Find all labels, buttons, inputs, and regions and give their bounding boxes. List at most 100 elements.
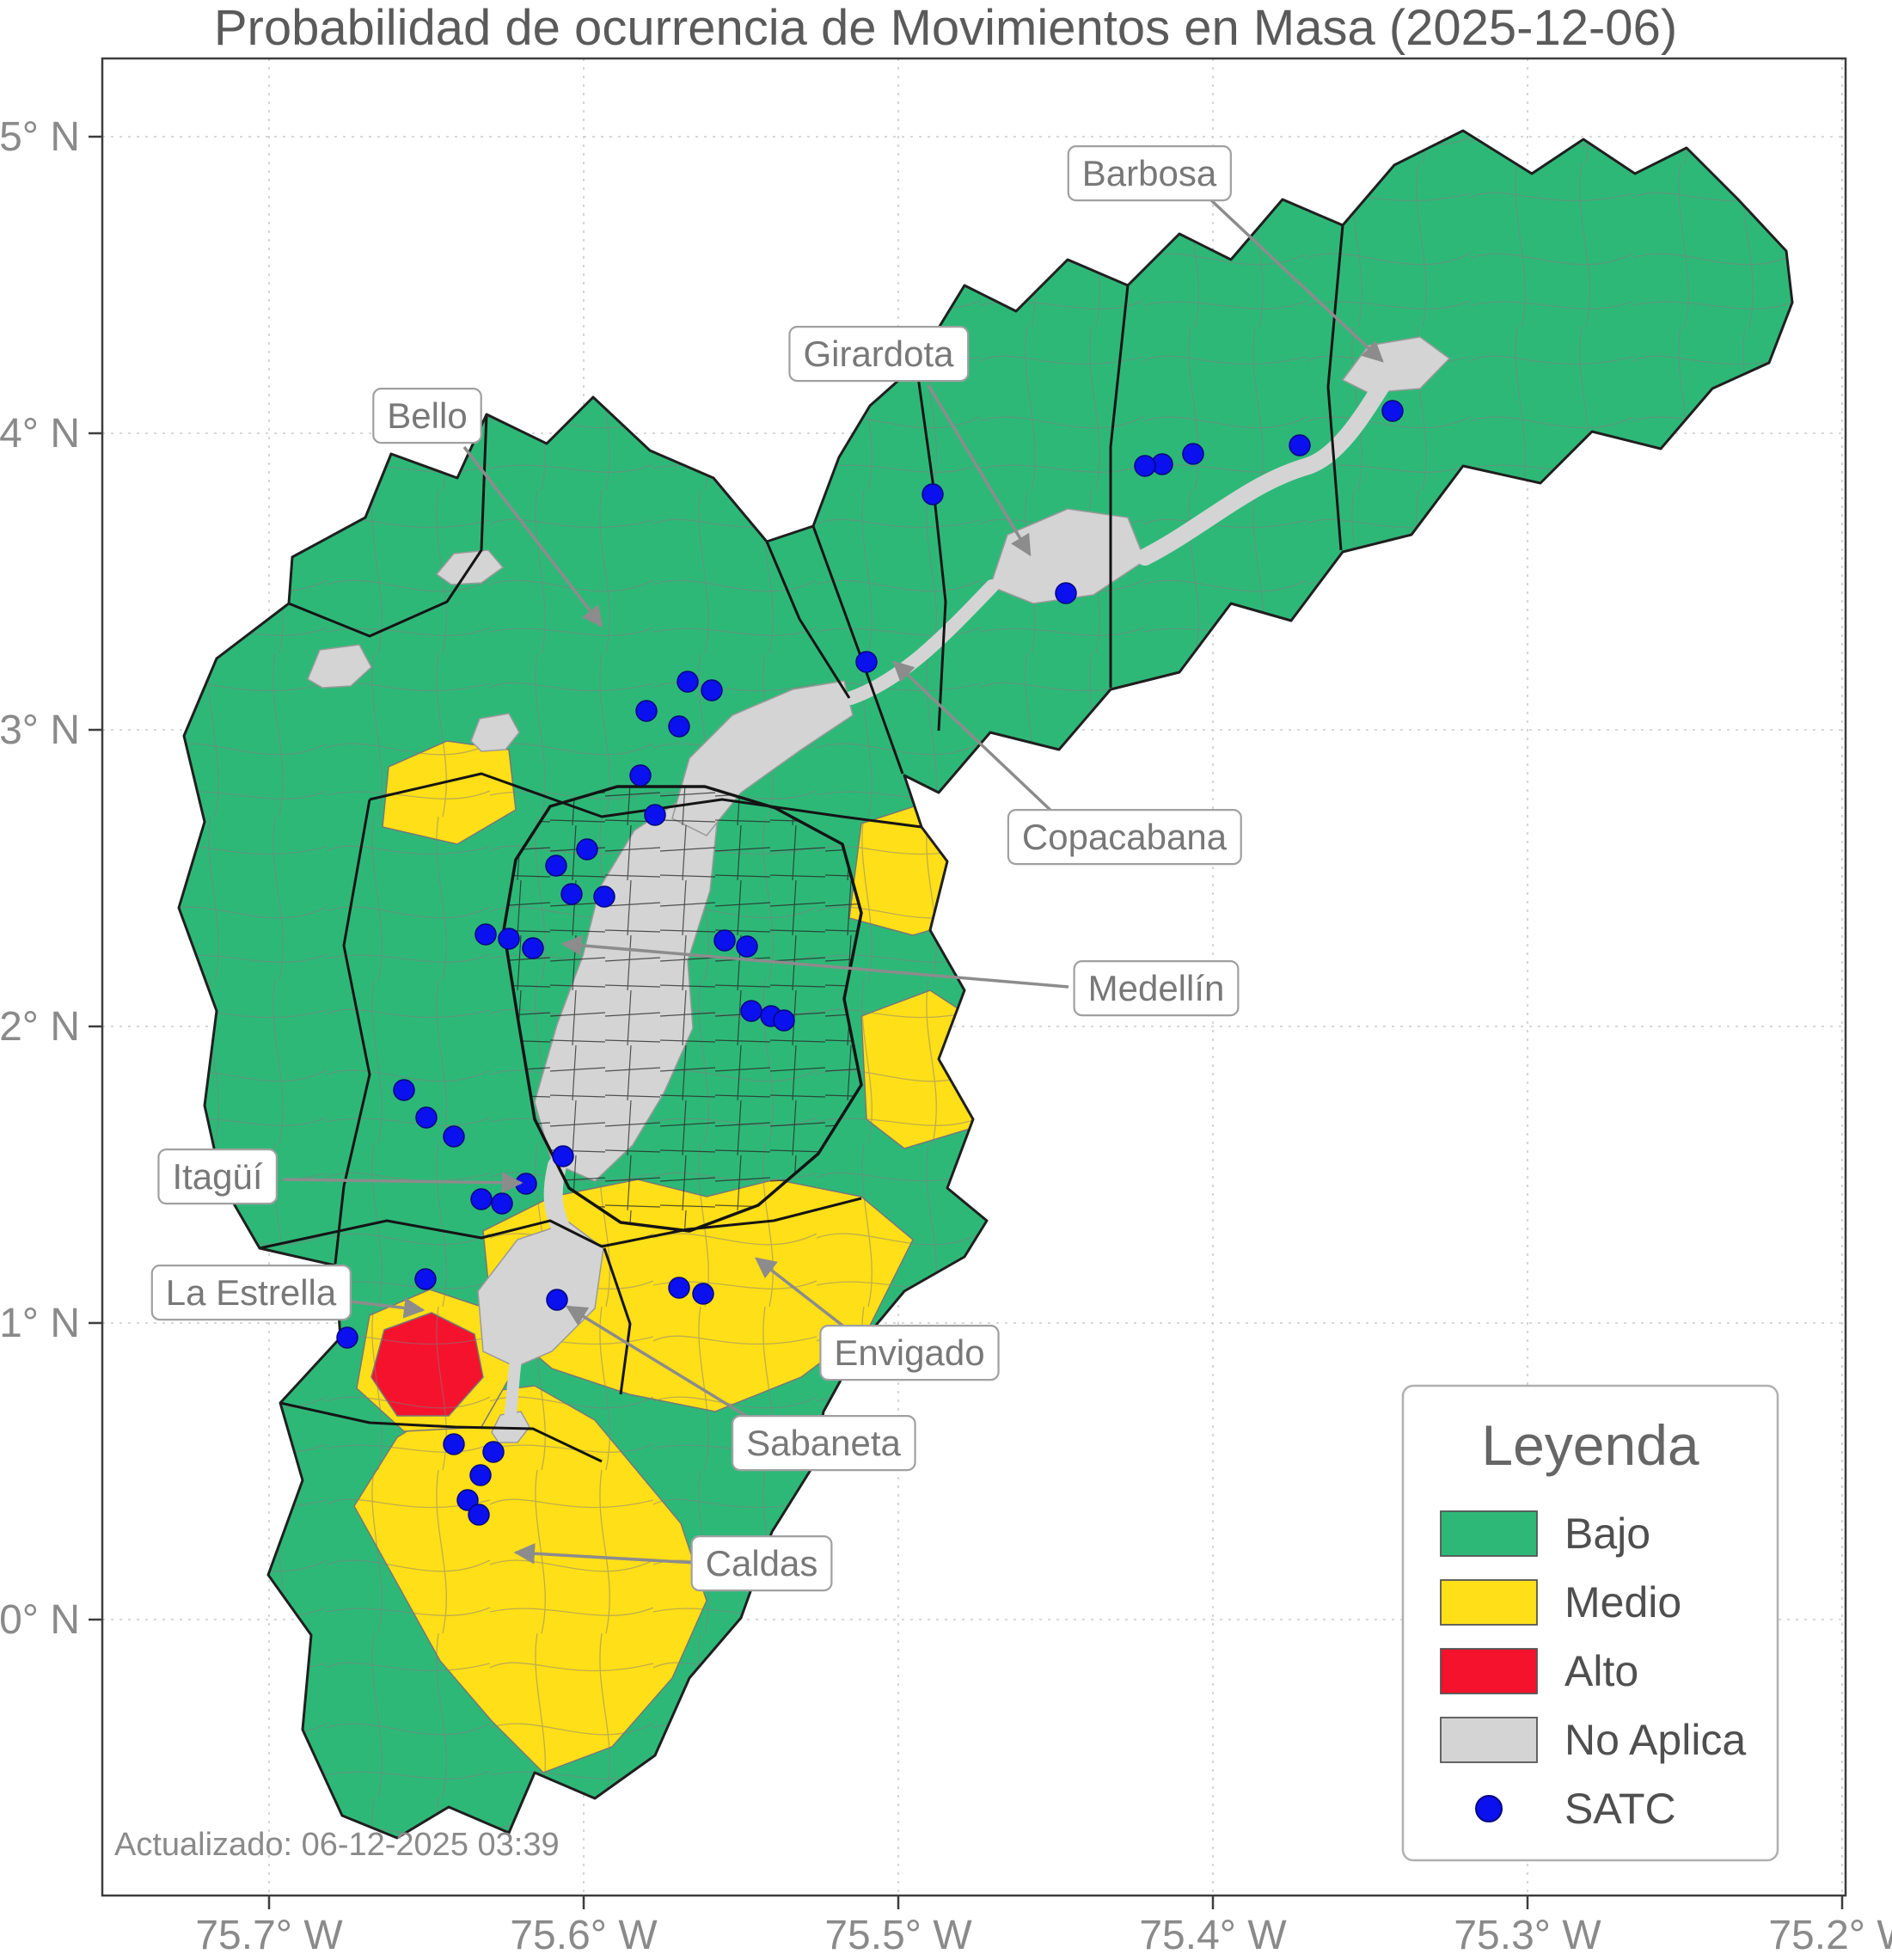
municipal-boundary	[915, 364, 947, 732]
satc-point	[1289, 434, 1311, 456]
annotation-label-copacabana: Copacabana	[1022, 817, 1228, 857]
annotation-labels: Barbosa Girardota Bello Copacabana Medellín I…	[150, 144, 1242, 1592]
medellin-urban-grid	[502, 785, 863, 1233]
satc-point	[1381, 400, 1404, 422]
satc-point	[456, 1489, 479, 1511]
annotation-label-itagui: Itagüí	[172, 1156, 262, 1197]
figure-title: Probabilidad de ocurrencia de Movimiento…	[214, 0, 1677, 56]
satc-point	[545, 854, 567, 877]
annotation-arrow-caldas	[513, 1543, 697, 1565]
tick-label-y: 6.4° N	[0, 411, 80, 456]
annotation-label-bello: Bello	[387, 395, 467, 436]
satc-point	[491, 1192, 513, 1215]
legend-title: Leyenda	[1481, 1413, 1699, 1477]
legend-label: Medio	[1564, 1578, 1681, 1626]
legend-label: Alto	[1564, 1647, 1638, 1695]
satc-point	[629, 764, 652, 787]
tick-label-x: 75.5° W	[824, 1913, 972, 1958]
satc-point	[560, 883, 583, 905]
satc-point	[469, 1464, 492, 1486]
satc-point	[498, 928, 520, 950]
urban-corridor	[503, 1354, 522, 1430]
axes-layer: 75.7° W 75.6° W 75.5° W 75.4° W 75.3° W 75.2°…	[0, 57, 1892, 1958]
satc-point	[336, 1326, 358, 1349]
annotation-label-girardota: Girardota	[803, 334, 954, 374]
urban-corridor	[1136, 363, 1399, 566]
annotation-arrow-copacabana	[892, 660, 1057, 817]
medellin-comuna-grid	[502, 785, 863, 1233]
annotation-box-sabaneta	[731, 1414, 916, 1472]
vereda-texture	[179, 131, 1792, 1838]
satc-point	[468, 1504, 490, 1526]
tick-label-x: 75.3° W	[1454, 1913, 1601, 1958]
annotation-label-barbosa: Barbosa	[1082, 153, 1217, 193]
urban-girardota	[989, 508, 1146, 604]
satc-point	[740, 1000, 762, 1022]
satc-point	[692, 1283, 714, 1305]
annotation-box-caldas	[690, 1534, 833, 1592]
satc-point	[855, 651, 878, 673]
satc-point	[668, 715, 690, 738]
satc-point	[593, 885, 615, 908]
satc-point	[922, 483, 944, 505]
tick-label-x: 75.4° W	[1139, 1913, 1287, 1958]
legend-swatch-no_aplica	[1440, 1717, 1538, 1763]
satc-point	[773, 1009, 795, 1032]
tick-label-y: 6.5° N	[0, 114, 80, 160]
satc-point	[475, 923, 497, 946]
satc-point	[552, 1145, 574, 1167]
satc-point	[393, 1079, 415, 1101]
updated-timestamp: Actualizado: 06-12-2025 03:39	[114, 1827, 560, 1863]
plot-border	[101, 57, 1847, 1897]
urban-corridor	[844, 579, 999, 705]
municipal-boundary	[1326, 224, 1344, 551]
region-outline	[177, 129, 1794, 1840]
annotation-arrow-barbosa	[1209, 198, 1384, 363]
annotation-arrow-girardota	[927, 384, 1032, 557]
municipal-boundary	[288, 413, 488, 638]
annotation-arrow-itagui	[283, 1172, 524, 1193]
satc-point	[482, 1441, 505, 1463]
satc-point	[443, 1125, 465, 1148]
legend-swatch-bajo	[1440, 1510, 1538, 1557]
annotation-label-sabaneta: Sabaneta	[746, 1423, 901, 1463]
legend-label: Bajo	[1564, 1510, 1650, 1558]
satc-point	[701, 679, 723, 701]
annotation-box-itagui	[157, 1148, 278, 1205]
annotation-box-girardota	[788, 325, 970, 383]
legend-swatch-alto	[1440, 1648, 1538, 1694]
satc-point	[470, 1188, 493, 1210]
municipal-boundary	[603, 1247, 632, 1395]
annotation-label-la_estrella: La Estrella	[166, 1272, 337, 1313]
annotation-label-medellin: Medellín	[1088, 968, 1225, 1008]
satc-point	[522, 937, 544, 959]
tick-label-x: 75.7° W	[195, 1913, 343, 1958]
annotation-arrows	[283, 198, 1384, 1565]
municipal-boundary	[765, 541, 851, 699]
satc-point	[668, 1277, 690, 1299]
satc-point	[644, 804, 666, 826]
annotation-box-la_estrella	[150, 1264, 352, 1321]
legend: Leyenda Bajo Medio Alto No Aplica SATC	[1401, 1384, 1779, 1862]
annotation-box-bello	[372, 387, 482, 444]
annotation-arrow-envigado	[755, 1257, 851, 1332]
satc-point	[546, 1289, 568, 1311]
satc-point	[635, 700, 658, 722]
urban-spot-occidente	[307, 644, 372, 689]
satc-point	[1134, 455, 1156, 477]
tick-label-y: 6.1° N	[0, 1301, 80, 1346]
tick-label-y: 6.2° N	[0, 1004, 80, 1050]
legend-label: SATC	[1564, 1785, 1676, 1833]
municipal-boundary	[334, 799, 371, 1265]
satc-point	[443, 1433, 465, 1455]
legend-label: No Aplica	[1564, 1716, 1746, 1764]
tick-label-x: 75.2° W	[1768, 1913, 1892, 1958]
satc-point	[415, 1106, 438, 1129]
annotation-box-copacabana	[1007, 808, 1242, 866]
tick-label-y: 6.3° N	[0, 707, 80, 753]
legend-marker-satc	[1475, 1795, 1503, 1822]
annotation-box-barbosa	[1067, 144, 1232, 202]
satc-point	[1055, 582, 1077, 604]
satc-point	[1182, 443, 1204, 465]
